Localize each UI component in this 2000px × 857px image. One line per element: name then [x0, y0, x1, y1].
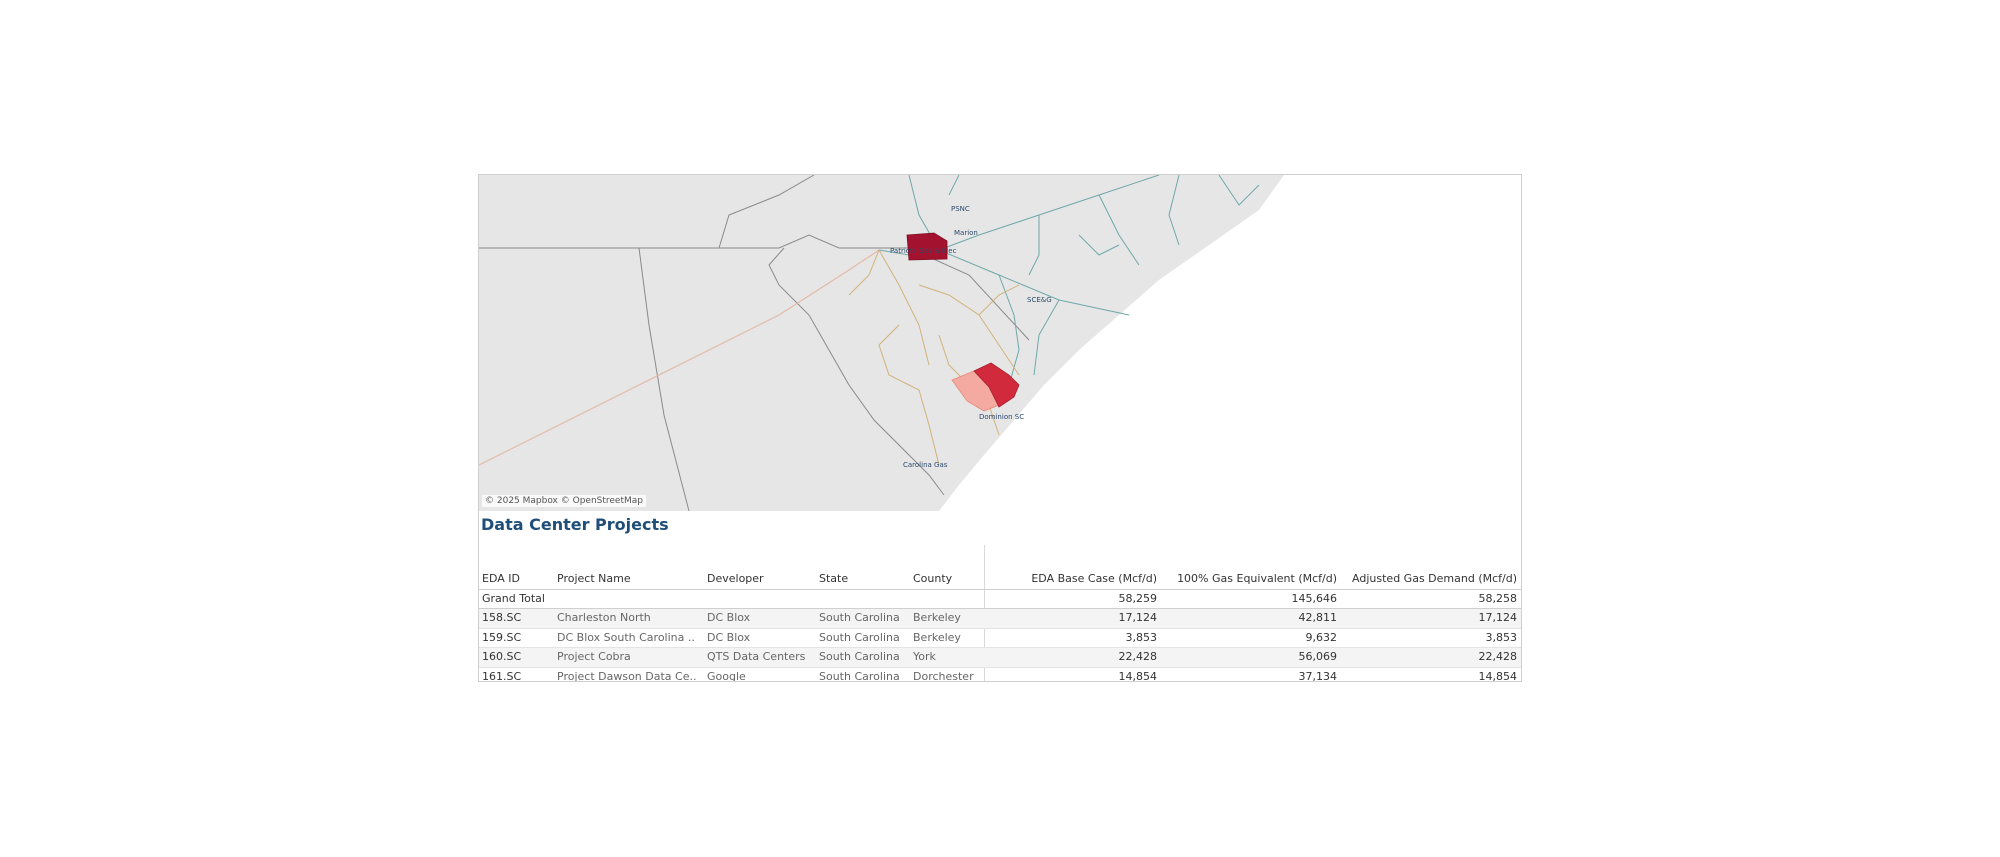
cell-base-case: 3,853: [1125, 630, 1158, 644]
state-border-nc: [479, 234, 1030, 341]
map-view[interactable]: PSNC Marion Patriots Gas & Elec SCE&G Do…: [479, 175, 1521, 511]
cell-project-name: Charleston North: [557, 611, 651, 624]
cell-adjusted-demand: 17,124: [1478, 611, 1518, 624]
header-developer[interactable]: Developer: [707, 572, 764, 585]
grand-total-gas: 145,646: [1291, 591, 1338, 605]
grand-total-label: Grand Total: [482, 591, 545, 605]
table-row[interactable]: 159.SC DC Blox South Carolina .. DC Blox…: [479, 629, 1521, 648]
header-adjusted-demand[interactable]: Adjusted Gas Demand (Mcf/d): [1352, 572, 1517, 585]
cell-state: South Carolina: [819, 611, 900, 624]
cell-county: Berkeley: [913, 630, 961, 644]
section-title: Data Center Projects: [481, 515, 669, 534]
map-label-psnc: PSNC: [951, 205, 970, 213]
cell-state: South Carolina: [819, 669, 900, 682]
table-row[interactable]: 160.SC Project Cobra QTS Data Centers So…: [479, 648, 1521, 668]
projects-table: EDA ID Project Name Developer State Coun…: [479, 570, 1521, 682]
map-label-carolina: Carolina Gas: [903, 461, 948, 469]
cell-eda-id: 158.SC: [482, 611, 522, 624]
map-canvas[interactable]: PSNC Marion Patriots Gas & Elec SCE&G Do…: [479, 175, 1521, 511]
cell-base-case: 17,124: [1118, 611, 1158, 624]
state-border-tn: [718, 175, 815, 249]
state-border-ga-sc: [768, 247, 945, 496]
cell-gas-equivalent: 42,811: [1298, 611, 1338, 624]
county-york: [906, 232, 948, 261]
cell-project-name: Project Dawson Data Ce..: [557, 669, 697, 682]
cell-project-name: DC Blox South Carolina ..: [557, 630, 695, 644]
table-header-row: EDA ID Project Name Developer State Coun…: [479, 570, 1521, 590]
table-row[interactable]: 161.SC Project Dawson Data Ce.. Google S…: [479, 668, 1521, 682]
state-border-ga-al: [638, 247, 690, 511]
grand-total-row[interactable]: Grand Total 58,259 145,646 58,258: [479, 590, 1521, 609]
interstate-pipeline: [479, 249, 880, 466]
cell-eda-id: 160.SC: [482, 650, 522, 663]
cell-gas-equivalent: 37,134: [1298, 669, 1338, 682]
cell-developer: QTS Data Centers: [707, 650, 806, 663]
table-row[interactable]: 158.SC Charleston North DC Blox South Ca…: [479, 609, 1521, 629]
cell-county: Dorchester: [913, 669, 974, 682]
cell-project-name: Project Cobra: [557, 650, 631, 663]
cell-eda-id: 161.SC: [482, 669, 522, 682]
cell-developer: DC Blox: [707, 611, 751, 624]
header-county[interactable]: County: [913, 572, 953, 585]
cell-base-case: 14,854: [1118, 669, 1158, 682]
header-project-name[interactable]: Project Name: [557, 572, 631, 585]
cell-developer: Google: [707, 669, 746, 682]
grand-total-base: 58,259: [1118, 591, 1158, 605]
teal-pipelines: [878, 175, 1260, 386]
cell-gas-equivalent: 56,069: [1298, 650, 1338, 663]
cell-base-case: 22,428: [1118, 650, 1158, 663]
cell-state: South Carolina: [819, 650, 900, 663]
dashboard: PSNC Marion Patriots Gas & Elec SCE&G Do…: [478, 174, 1522, 682]
map-label-patriots: Patriots Gas & Elec: [890, 247, 957, 255]
header-state[interactable]: State: [819, 572, 849, 585]
header-eda-id[interactable]: EDA ID: [482, 572, 520, 585]
cell-state: South Carolina: [819, 630, 900, 644]
map-label-dominion: Dominion SC: [979, 413, 1024, 421]
map-label-marion: Marion: [954, 229, 978, 237]
county-berkeley: [973, 362, 1020, 408]
map-attribution[interactable]: © 2025 Mapbox © OpenStreetMap: [482, 495, 646, 507]
cell-developer: DC Blox: [707, 630, 751, 644]
cell-county: York: [913, 650, 936, 663]
cell-eda-id: 159.SC: [482, 630, 522, 644]
cell-county: Berkeley: [913, 611, 961, 624]
header-gas-equivalent[interactable]: 100% Gas Equivalent (Mcf/d): [1177, 572, 1337, 585]
grand-total-adj: 58,258: [1478, 591, 1518, 605]
cell-adjusted-demand: 22,428: [1478, 650, 1518, 663]
cell-gas-equivalent: 9,632: [1305, 630, 1338, 644]
cell-adjusted-demand: 14,854: [1478, 669, 1518, 682]
header-base-case[interactable]: EDA Base Case (Mcf/d): [1031, 572, 1157, 585]
map-label-scege: SCE&G: [1027, 296, 1052, 304]
cell-adjusted-demand: 3,853: [1485, 630, 1518, 644]
